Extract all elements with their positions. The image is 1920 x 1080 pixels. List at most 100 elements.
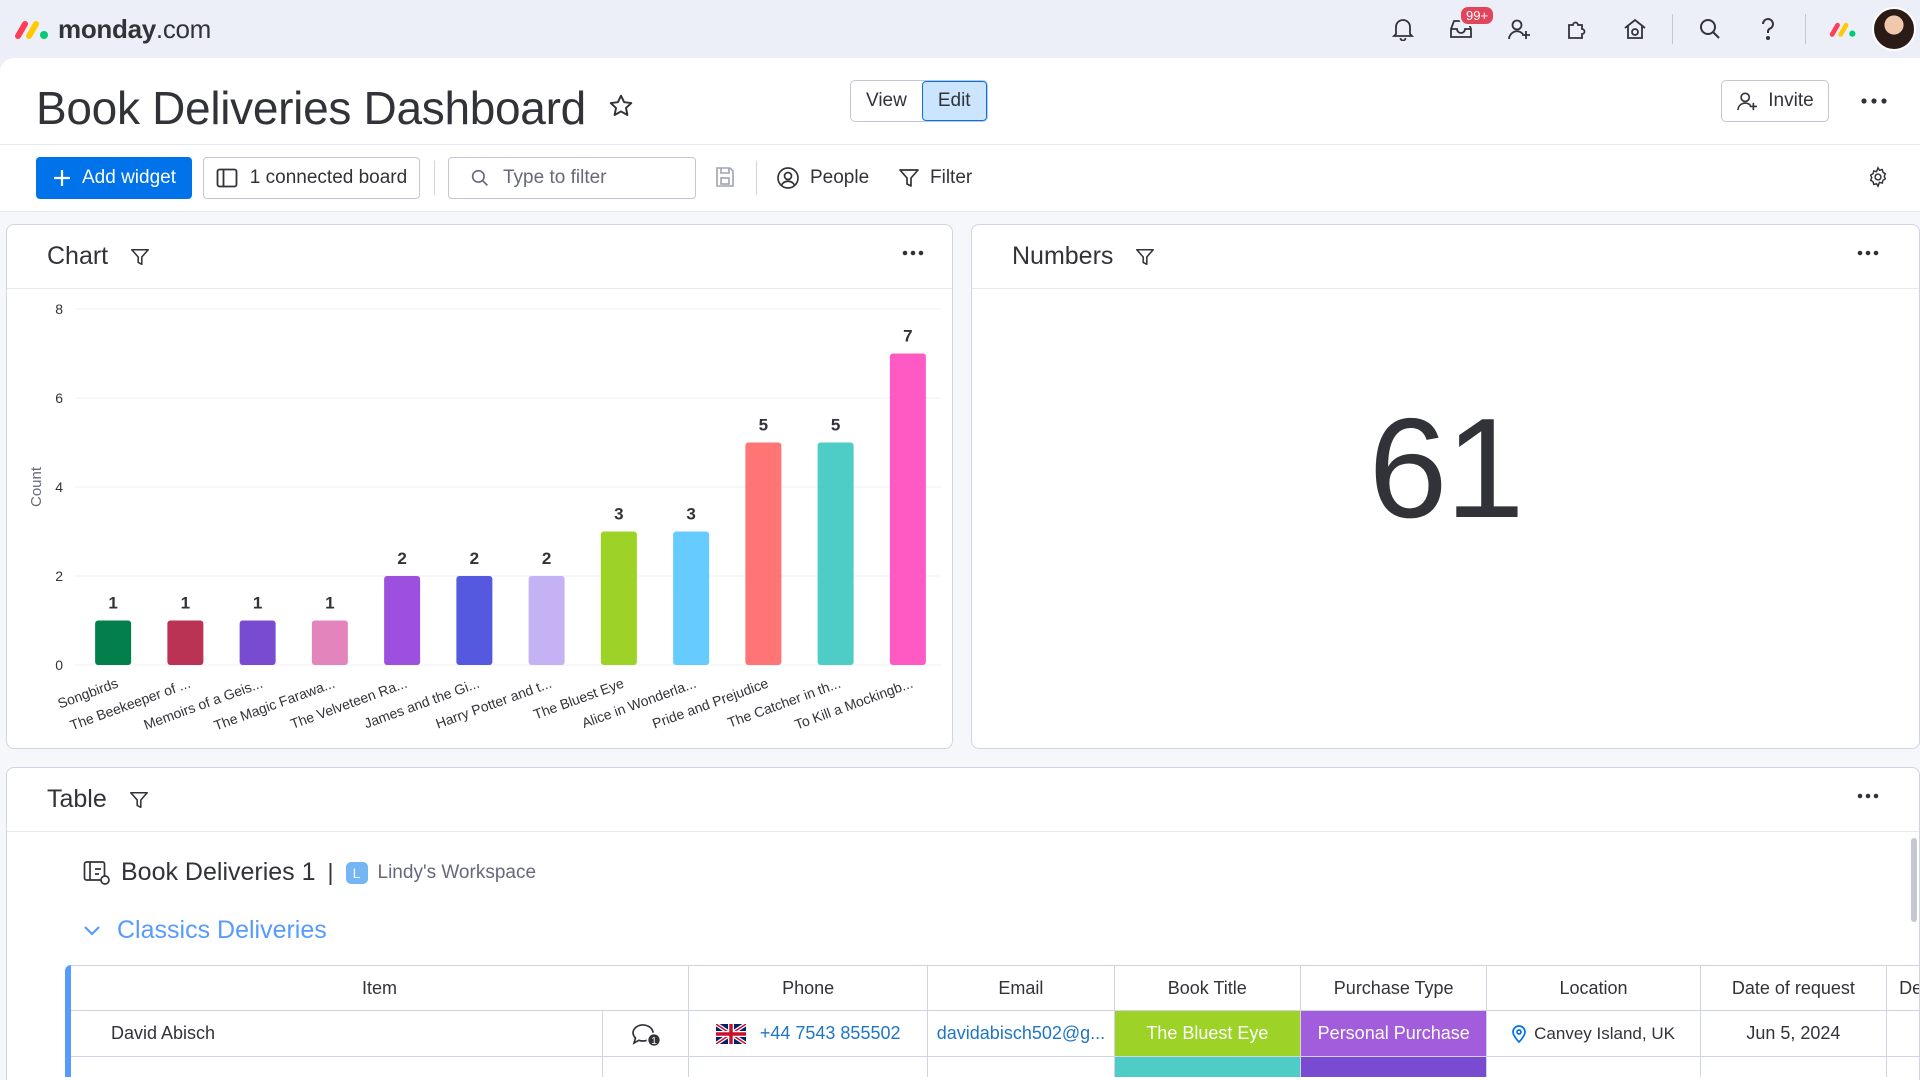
toolbar-divider: [434, 161, 435, 195]
book-title-cell[interactable]: The Bluest Eye: [1114, 1011, 1302, 1056]
settings-gear-icon[interactable]: [1867, 166, 1889, 193]
column-header-book-title[interactable]: Book Title: [1114, 965, 1301, 1010]
de-cell[interactable]: [1887, 1011, 1919, 1056]
chart-bar: [239, 620, 276, 665]
phone-cell[interactable]: [689, 1057, 929, 1077]
table-widget: Table Book Deliveries 1 | L Lindy's Work…: [6, 767, 1920, 1080]
dashboard-more-icon[interactable]: [1857, 84, 1891, 118]
column-header-location[interactable]: Location: [1487, 965, 1701, 1010]
group-header[interactable]: Classics Deliveries: [83, 916, 327, 945]
filter-button[interactable]: Filter: [898, 157, 972, 199]
column-header-email[interactable]: Email: [928, 965, 1115, 1010]
email-cell[interactable]: davidabisch502@g...: [928, 1011, 1115, 1056]
numbers-widget-header: Numbers: [972, 225, 1919, 289]
widget-filter-icon[interactable]: [1135, 247, 1155, 267]
location-cell[interactable]: Canvey Island, UK: [1487, 1011, 1701, 1056]
workspace-badge: L: [345, 861, 368, 884]
y-axis-label: Count: [28, 466, 45, 507]
view-edit-toggle: View Edit: [850, 80, 988, 122]
purchase-type-cell[interactable]: [1301, 1057, 1488, 1077]
view-mode-button[interactable]: View: [866, 90, 907, 111]
table-row: David Abisch 1 +44 7543 855502 davidabis…: [71, 1011, 1919, 1057]
help-icon[interactable]: [1744, 5, 1792, 53]
column-header-date[interactable]: Date of request: [1700, 965, 1888, 1010]
numbers-widget: Numbers 61: [971, 224, 1920, 749]
phone-cell[interactable]: +44 7543 855502: [689, 1011, 929, 1056]
column-header-purchase-type[interactable]: Purchase Type: [1300, 965, 1488, 1010]
chart-bar: [311, 620, 348, 665]
monday-apps-switcher-icon[interactable]: [1819, 5, 1867, 53]
updates-cell[interactable]: 1: [603, 1011, 690, 1056]
date-cell[interactable]: Jun 5, 2024: [1701, 1011, 1888, 1056]
filter-icon: [899, 169, 919, 187]
board-name[interactable]: Book Deliveries 1: [121, 858, 316, 886]
chart-widget-title: Chart: [47, 242, 109, 270]
notifications-bell-icon[interactable]: [1379, 5, 1427, 53]
save-view-icon[interactable]: [714, 166, 736, 193]
board-table: Item Phone Email Book Title Purchase Typ…: [65, 965, 1919, 1077]
user-avatar[interactable]: [1872, 7, 1916, 51]
column-header-de[interactable]: De: [1887, 965, 1919, 1010]
top-icons: 99+: [1374, 0, 1920, 58]
bar-data-label: 1: [181, 594, 190, 613]
templates-marketplace-icon[interactable]: [1611, 5, 1659, 53]
add-widget-label: Add widget: [81, 167, 176, 188]
location-text: Canvey Island, UK: [1534, 1023, 1675, 1043]
chart-widget: Chart 0 2 4 6 8 Count 1 Songbirds 1 The Beekeeper…: [6, 224, 953, 749]
column-header-item[interactable]: Item: [71, 965, 689, 1010]
y-tick-label: 4: [55, 479, 63, 495]
location-pin-icon: [1512, 1024, 1527, 1043]
widget-filter-icon[interactable]: [129, 790, 149, 810]
table-widget-more-icon[interactable]: [1857, 786, 1879, 804]
person-circle-icon: [777, 167, 799, 189]
invite-members-icon[interactable]: [1495, 5, 1543, 53]
numbers-widget-more-icon[interactable]: [1857, 243, 1879, 261]
inbox-count-badge: 99+: [1459, 5, 1496, 26]
favorite-star-icon[interactable]: [608, 93, 634, 124]
breadcrumb-separator: |: [327, 859, 334, 885]
purchase-type-cell[interactable]: Personal Purchase: [1301, 1011, 1488, 1056]
invite-button[interactable]: Invite: [1721, 80, 1829, 122]
updates-cell[interactable]: [603, 1057, 690, 1077]
search-icon[interactable]: [1686, 5, 1734, 53]
people-filter-button[interactable]: People: [776, 157, 869, 199]
email-cell[interactable]: [928, 1057, 1115, 1077]
table-widget-header: Table: [7, 768, 1919, 832]
y-tick-label: 0: [55, 657, 63, 673]
location-cell[interactable]: [1487, 1057, 1701, 1077]
apps-puzzle-icon[interactable]: [1553, 5, 1601, 53]
chart-bar: [673, 531, 710, 665]
edit-mode-button[interactable]: Edit: [921, 81, 987, 121]
de-cell[interactable]: [1887, 1057, 1919, 1077]
table-row: [71, 1057, 1919, 1077]
table-scrollbar[interactable]: [1911, 838, 1917, 922]
x-tick-label: The Magic Farawa...: [212, 675, 337, 734]
invite-label: Invite: [1768, 90, 1814, 111]
type-to-filter-input[interactable]: Type to filter: [448, 157, 696, 199]
bar-data-label: 5: [759, 416, 768, 435]
dashboard-header: Book Deliveries Dashboard: [36, 78, 634, 138]
chart-bar: [528, 576, 565, 665]
chart-bar: [889, 353, 926, 665]
workspace-name[interactable]: Lindy's Workspace: [377, 861, 537, 883]
item-name-cell[interactable]: [71, 1057, 604, 1077]
bar-data-label: 1: [253, 594, 262, 613]
invite-person-icon: [1737, 92, 1758, 111]
table-widget-title: Table: [47, 785, 107, 813]
widget-filter-icon[interactable]: [130, 247, 150, 267]
connected-boards-button[interactable]: 1 connected board: [203, 157, 420, 199]
chart-widget-more-icon[interactable]: [902, 243, 924, 261]
board-breadcrumb: Book Deliveries 1 | L Lindy's Workspace: [83, 858, 536, 887]
dashboard-toolbar: Add widget 1 connected board Type to fil…: [0, 144, 1920, 212]
conversation-icon: 1: [631, 1023, 662, 1047]
book-title-cell[interactable]: [1114, 1057, 1302, 1077]
column-header-phone[interactable]: Phone: [688, 965, 929, 1010]
inbox-icon[interactable]: 99+: [1437, 5, 1496, 53]
toolbar-divider-2: [756, 161, 757, 195]
monday-logo[interactable]: monday.com: [14, 14, 211, 45]
numbers-value: 61: [1368, 389, 1525, 548]
add-widget-button[interactable]: Add widget: [36, 157, 192, 199]
date-cell[interactable]: [1701, 1057, 1888, 1077]
item-name-cell[interactable]: David Abisch: [71, 1011, 604, 1056]
monday-logo-icon: [15, 21, 48, 39]
